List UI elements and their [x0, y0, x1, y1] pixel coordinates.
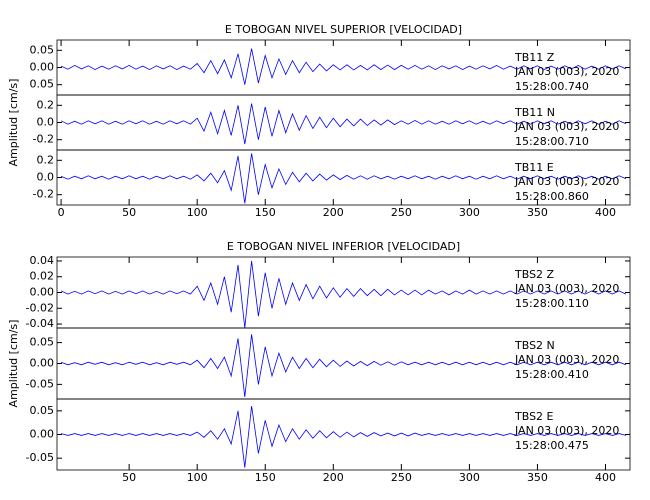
trace-annotation: 15:28:00.475	[515, 439, 589, 452]
trace-name: TBS2 E	[514, 410, 554, 423]
trace-annotation: 15:28:00.110	[515, 297, 589, 310]
trace-annotation: JAN 03 (003), 2020	[514, 424, 619, 437]
trace-name: TBS2 N	[514, 339, 555, 352]
y-tick-label: 0.00	[30, 357, 55, 370]
chart-title: E TOBOGAN NIVEL INFERIOR [VELOCIDAD]	[227, 240, 460, 253]
y-axis-label: Amplitud [cm/s]	[7, 79, 20, 167]
waveform	[60, 260, 627, 329]
y-tick-label: 0.00	[30, 61, 55, 74]
trace-annotation: 15:28:00.860	[515, 190, 589, 203]
y-axis-label: Amplitud [cm/s]	[7, 320, 20, 408]
y-tick-label: 0.0	[37, 171, 55, 184]
y-tick-label: 0.05	[30, 336, 55, 349]
waveform	[60, 153, 627, 204]
y-tick-label: 0.02	[30, 270, 55, 283]
x-tick-label: 50	[122, 206, 136, 219]
x-tick-label: 150	[255, 206, 276, 219]
y-tick-label: 0.05	[30, 404, 55, 417]
trace-name: TB11 N	[514, 106, 555, 119]
trace-annotation: 15:28:00.710	[515, 135, 589, 148]
waveform	[60, 406, 627, 468]
x-tick-label: 400	[595, 471, 616, 484]
y-tick-label: 0.04	[30, 254, 55, 267]
y-tick-label: -0.05	[26, 451, 54, 464]
y-tick-label: 0.0	[37, 116, 55, 129]
trace-annotation: JAN 03 (003), 2020	[514, 175, 619, 188]
trace-annotation: JAN 03 (003), 2020	[514, 65, 619, 78]
x-tick-label: 150	[255, 471, 276, 484]
x-tick-label: 200	[323, 471, 344, 484]
y-tick-label: -0.2	[33, 133, 54, 146]
trace-name: TB11 Z	[514, 51, 555, 64]
chart-title: E TOBOGAN NIVEL SUPERIOR [VELOCIDAD]	[225, 23, 462, 36]
x-tick-label: 250	[391, 471, 412, 484]
x-tick-label: 100	[187, 471, 208, 484]
x-tick-label: 0	[58, 206, 65, 219]
trace-annotation: JAN 03 (003), 2020	[514, 353, 619, 366]
x-tick-label: 300	[459, 471, 480, 484]
waveform	[60, 48, 627, 85]
y-tick-label: -0.02	[26, 301, 54, 314]
y-tick-label: -0.04	[26, 317, 54, 330]
x-tick-label: 400	[595, 206, 616, 219]
y-tick-label: 0.05	[30, 78, 55, 91]
y-tick-label: 0.2	[37, 153, 55, 166]
trace-annotation: 15:28:00.740	[515, 80, 589, 93]
trace-annotation: JAN 03 (003), 2020	[514, 282, 619, 295]
y-tick-label: 0.00	[30, 428, 55, 441]
trace-name: TBS2 Z	[514, 268, 555, 281]
y-tick-label: 0.05	[30, 43, 55, 56]
x-tick-label: 50	[122, 471, 136, 484]
x-tick-label: 100	[187, 206, 208, 219]
trace-annotation: JAN 03 (003), 2020	[514, 120, 619, 133]
y-tick-label: 0.00	[30, 286, 55, 299]
x-tick-label: 250	[391, 206, 412, 219]
trace-name: TB11 E	[514, 161, 554, 174]
y-tick-label: 0.2	[37, 98, 55, 111]
x-tick-label: 200	[323, 206, 344, 219]
trace-annotation: 15:28:00.410	[515, 368, 589, 381]
y-tick-label: -0.2	[33, 188, 54, 201]
waveform	[60, 103, 627, 145]
x-tick-label: 300	[459, 206, 480, 219]
x-tick-label: 350	[527, 471, 548, 484]
waveform	[60, 334, 627, 397]
x-tick-label: 350	[527, 206, 548, 219]
y-tick-label: -0.05	[26, 377, 54, 390]
